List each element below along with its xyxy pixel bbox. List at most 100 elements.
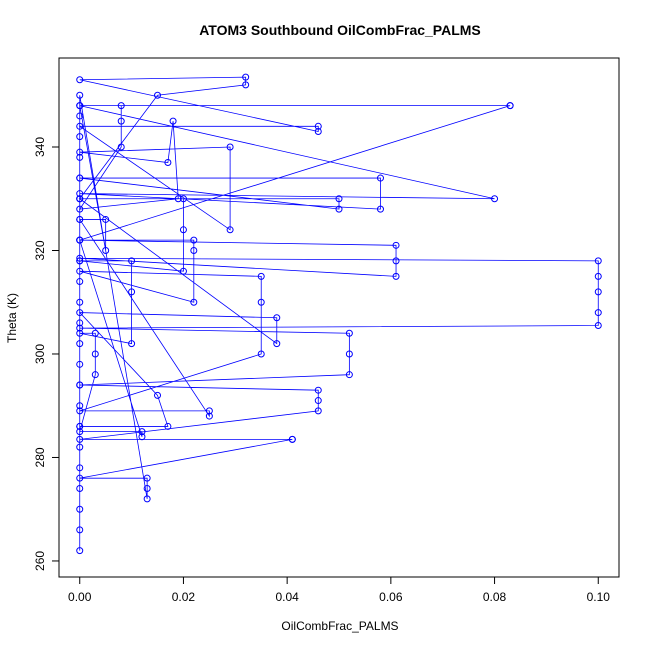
point	[76, 205, 84, 213]
y-tick-label: 280	[33, 447, 47, 467]
point	[138, 433, 146, 441]
point	[91, 329, 99, 337]
x-tick-label: 0.08	[483, 590, 507, 604]
point	[76, 402, 84, 410]
point	[128, 257, 136, 265]
point	[91, 371, 99, 379]
x-tick-label: 0.10	[587, 590, 611, 604]
point	[76, 407, 84, 415]
point	[76, 360, 84, 368]
point	[76, 102, 84, 110]
point	[76, 91, 84, 99]
point	[335, 205, 343, 213]
x-tick-label: 0.06	[379, 590, 403, 604]
point	[257, 272, 265, 280]
point	[491, 195, 499, 203]
point	[174, 195, 182, 203]
point	[376, 205, 384, 213]
point	[117, 143, 125, 151]
point	[143, 474, 151, 482]
point	[76, 76, 84, 84]
point	[76, 474, 84, 482]
point	[138, 428, 146, 436]
point	[154, 91, 162, 99]
point	[179, 195, 187, 203]
point	[288, 435, 296, 443]
point	[76, 148, 84, 156]
point	[273, 340, 281, 348]
plot-frame	[58, 57, 620, 578]
point	[392, 272, 400, 280]
point	[76, 505, 84, 513]
x-axis-label: OilCombFrac_PALMS	[281, 619, 398, 633]
point	[102, 215, 110, 223]
point	[376, 174, 384, 182]
point	[154, 391, 162, 399]
point	[594, 257, 602, 265]
x-tick-label: 0.00	[68, 590, 92, 604]
point	[594, 309, 602, 317]
point	[164, 159, 172, 167]
point	[257, 350, 265, 358]
point	[143, 485, 151, 493]
point	[76, 443, 84, 451]
point	[76, 190, 84, 198]
point	[205, 412, 213, 420]
point	[335, 195, 343, 203]
point	[76, 278, 84, 286]
point	[169, 117, 177, 125]
point	[314, 122, 322, 130]
point	[76, 464, 84, 472]
point	[257, 298, 265, 306]
point	[345, 329, 353, 337]
point	[345, 350, 353, 358]
point	[76, 319, 84, 327]
point	[128, 288, 136, 296]
point	[76, 329, 84, 337]
point	[226, 143, 234, 151]
point	[76, 422, 84, 430]
y-axis-label: Theta (K)	[5, 293, 19, 343]
point	[76, 485, 84, 493]
point	[76, 133, 84, 141]
point	[117, 102, 125, 110]
point	[76, 215, 84, 223]
point	[76, 324, 84, 332]
point	[190, 246, 198, 254]
point	[76, 254, 84, 262]
point	[76, 153, 84, 161]
y-tick-label: 320	[33, 240, 47, 260]
y-tick-label: 300	[33, 344, 47, 364]
point	[226, 226, 234, 234]
point	[76, 236, 84, 244]
point	[76, 267, 84, 275]
point	[179, 226, 187, 234]
point	[594, 272, 602, 280]
point	[91, 350, 99, 358]
point	[76, 547, 84, 555]
point	[76, 428, 84, 436]
point	[506, 102, 514, 110]
point	[345, 371, 353, 379]
point	[594, 288, 602, 296]
point	[179, 267, 187, 275]
point	[76, 435, 84, 443]
point	[242, 73, 250, 81]
point	[76, 298, 84, 306]
point	[128, 340, 136, 348]
point	[314, 407, 322, 415]
x-tick-label: 0.02	[172, 590, 196, 604]
point	[314, 397, 322, 405]
point	[76, 257, 84, 265]
point	[190, 298, 198, 306]
series-line	[78, 76, 599, 551]
point	[273, 314, 281, 322]
point	[76, 174, 84, 182]
point	[76, 340, 84, 348]
x-tick-label: 0.04	[275, 590, 299, 604]
point	[190, 236, 198, 244]
point	[314, 386, 322, 394]
point	[314, 127, 322, 135]
point	[143, 495, 151, 503]
point	[117, 117, 125, 125]
